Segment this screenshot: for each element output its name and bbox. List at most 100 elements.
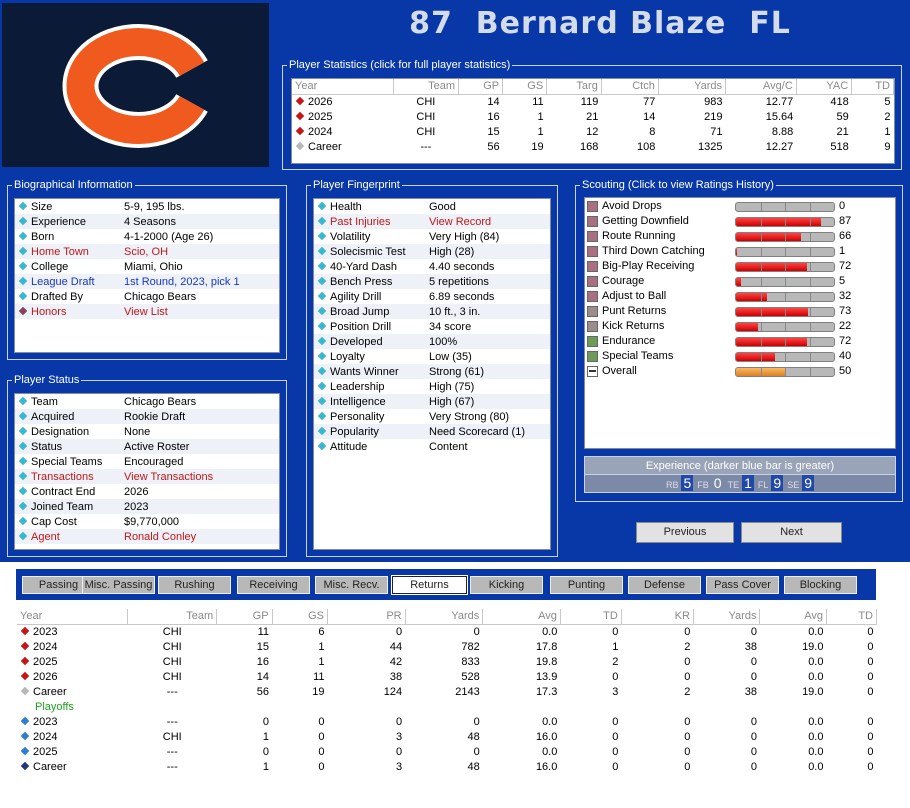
returns-header: Year xyxy=(17,609,129,625)
rating-bar xyxy=(735,217,835,227)
stats-year: 2025 xyxy=(292,109,393,124)
list-item: Cap Cost $9,770,000 xyxy=(15,514,279,529)
scouting-row[interactable]: Route Running 66 xyxy=(585,229,895,244)
row-key-text[interactable]: Home Town xyxy=(31,245,89,258)
tab-blocking[interactable]: Blocking xyxy=(784,576,857,594)
rating-bar-fill xyxy=(736,233,801,241)
diamond-icon xyxy=(317,336,327,346)
scouting-row[interactable]: Courage 5 xyxy=(585,274,895,289)
returns-header: Avg xyxy=(759,609,827,625)
table-row[interactable]: Career --- 56 19 168 108 1325 12.27 518 9 xyxy=(292,139,894,154)
list-item: Born 4-1-2000 (Age 26) xyxy=(15,229,279,244)
row-value: Content xyxy=(429,440,468,453)
tab-pass-cover[interactable]: Pass Cover xyxy=(706,576,779,594)
returns-cell: 833 xyxy=(461,655,480,668)
year-text: 2025 xyxy=(33,745,58,758)
row-key: Born xyxy=(15,229,121,244)
list-item: Personality Very Strong (80) xyxy=(314,409,550,424)
stats-yac: 418 xyxy=(830,95,849,108)
experience-pos: FL xyxy=(757,480,769,490)
player-statistics-label[interactable]: Player Statistics (click for full player… xyxy=(287,59,513,72)
row-key-text[interactable]: League Draft xyxy=(31,275,95,288)
row-value[interactable]: Ronald Conley xyxy=(121,529,279,544)
tab-rushing[interactable]: Rushing xyxy=(158,576,231,594)
year-text: 2024 xyxy=(308,125,333,138)
returns-team: --- xyxy=(166,685,178,698)
row-value[interactable]: Scio, OH xyxy=(121,244,279,259)
row-key: Volatility xyxy=(314,229,426,244)
diamond-icon xyxy=(18,261,28,271)
row-key-text[interactable]: Transactions xyxy=(31,470,94,483)
scouting-row[interactable]: Special Teams 40 xyxy=(585,349,895,364)
returns-team: --- xyxy=(166,745,178,758)
table-row[interactable]: 2026 CHI 14 11 119 77 983 12.77 418 5 xyxy=(292,94,894,109)
previous-button[interactable]: Previous xyxy=(636,522,734,543)
row-value[interactable]: View List xyxy=(121,304,279,319)
experience-panel: Experience (darker blue bar is greater) … xyxy=(584,456,896,493)
row-key: Broad Jump xyxy=(314,304,426,319)
row-key: Position Drill xyxy=(314,319,426,334)
rating-bar-fill xyxy=(736,293,768,301)
row-value: 34 score xyxy=(429,320,472,333)
experience-value: 1 xyxy=(742,475,754,491)
returns-header: Team xyxy=(127,609,218,625)
rating-bar xyxy=(735,367,835,377)
row-key: Team xyxy=(15,394,121,409)
scouting-row[interactable]: Punt Returns 73 xyxy=(585,304,895,319)
list-item: Leadership High (75) xyxy=(314,379,550,394)
scouting-row[interactable]: Endurance 72 xyxy=(585,334,895,349)
rating-bar-fill xyxy=(736,353,776,361)
scouting-row[interactable]: Kick Returns 22 xyxy=(585,319,895,334)
scouting-box[interactable]: Scouting (Click to view Ratings History)… xyxy=(575,179,903,502)
row-value[interactable]: View Record xyxy=(426,214,550,229)
player-statistics-table[interactable]: Year Team GP GS Targ Ctch Yards Avg/C YAC TD 2026… xyxy=(292,79,894,154)
returns-cell: 44 xyxy=(389,640,403,653)
stat-tabs: Passing Misc. Passing Rushing Receiving Misc… xyxy=(16,569,876,600)
returns-cell: 0 xyxy=(867,685,874,698)
experience-value: 9 xyxy=(771,475,784,491)
row-value: Good xyxy=(429,200,456,213)
row-key: Cap Cost xyxy=(15,514,121,529)
row-key-text[interactable]: Agent xyxy=(31,530,60,543)
scouting-row[interactable]: Big-Play Receiving 72 xyxy=(585,259,895,274)
list-item: Status Active Roster xyxy=(15,439,279,454)
tab-receiving[interactable]: Receiving xyxy=(237,576,310,594)
table-row: Career --- 56 19 124 2143 17.3 3 2 38 19.0 0 xyxy=(17,684,877,699)
tab-punting[interactable]: Punting xyxy=(550,576,623,594)
stats-yards: 219 xyxy=(704,110,723,123)
tab-returns[interactable]: Returns xyxy=(391,575,468,595)
stats-gp: 14 xyxy=(487,95,500,108)
scouting-list[interactable]: Avoid Drops 0 Getting Downfield 87 Route Run… xyxy=(584,197,896,449)
year-text: 2026 xyxy=(33,670,58,683)
rating-name: Third Down Catching xyxy=(602,245,705,257)
player-statistics-box[interactable]: Player Statistics (click for full player… xyxy=(282,59,902,170)
tab-defense[interactable]: Defense xyxy=(628,576,701,594)
tab-misc-recv-[interactable]: Misc. Recv. xyxy=(315,576,388,594)
diamond-icon xyxy=(20,641,30,651)
scouting-row[interactable]: Getting Downfield 87 xyxy=(585,214,895,229)
table-row[interactable]: 2024 CHI 15 1 12 8 71 8.88 21 1 xyxy=(292,124,894,139)
bar-divider xyxy=(785,353,786,361)
next-button[interactable]: Next xyxy=(741,522,842,543)
scouting-row[interactable]: Third Down Catching 1 xyxy=(585,244,895,259)
table-row[interactable]: 2025 CHI 16 1 21 14 219 15.64 59 2 xyxy=(292,109,894,124)
scouting-row[interactable]: Avoid Drops 0 xyxy=(585,199,895,214)
row-key-text[interactable]: Past Injuries xyxy=(330,215,391,228)
row-key-text: Developed xyxy=(330,335,383,348)
returns-team: CHI xyxy=(162,625,182,638)
list-item: Designation None xyxy=(15,424,279,439)
returns-cell: 0 xyxy=(750,655,757,668)
tab-passing[interactable]: Passing xyxy=(22,576,95,594)
row-value[interactable]: View Transactions xyxy=(121,469,279,484)
row-key-text[interactable]: Honors xyxy=(31,305,67,318)
scouting-label[interactable]: Scouting (Click to view Ratings History) xyxy=(580,179,776,192)
tab-misc-passing[interactable]: Misc. Passing xyxy=(82,576,155,594)
scouting-row[interactable]: Overall 50 xyxy=(585,364,895,379)
returns-table: Year Team GP GS PR Yards Avg TD KR Yards Avg TD 202… xyxy=(17,609,878,774)
tab-kicking[interactable]: Kicking xyxy=(470,576,543,594)
scouting-row[interactable]: Adjust to Ball 32 xyxy=(585,289,895,304)
row-key-text: Acquired xyxy=(31,410,75,423)
row-value[interactable]: 1st Round, 2023, pick 1 xyxy=(121,274,279,289)
returns-team: CHI xyxy=(162,640,182,653)
returns-cell: 0.0 xyxy=(808,625,824,638)
